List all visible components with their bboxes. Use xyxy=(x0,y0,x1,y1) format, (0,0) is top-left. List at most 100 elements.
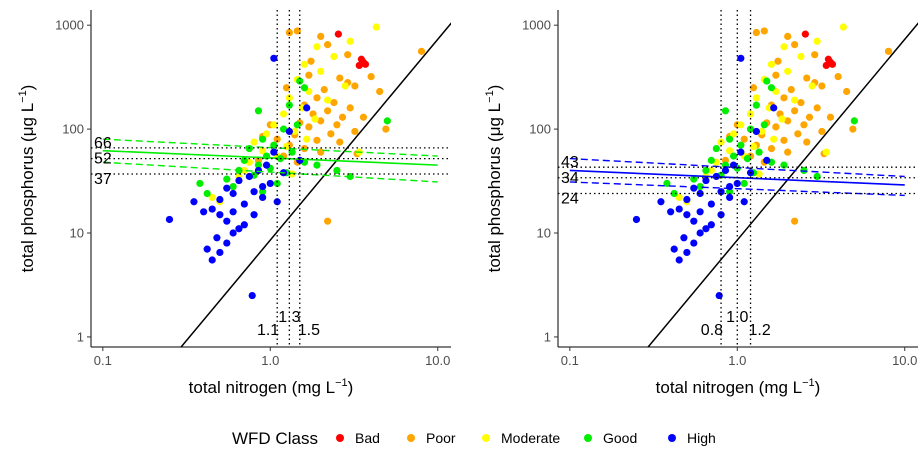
point-poor xyxy=(307,57,315,65)
point-moderate xyxy=(752,94,760,102)
point-high xyxy=(657,198,665,206)
point-poor xyxy=(327,130,335,138)
point-high xyxy=(235,225,243,233)
point-poor xyxy=(317,32,325,40)
x-axis-title-exponent: −1 xyxy=(335,377,348,389)
point-poor xyxy=(330,98,338,107)
point-poor xyxy=(800,121,808,129)
regression-ci-upper xyxy=(102,138,438,157)
point-high xyxy=(690,184,698,192)
point-high xyxy=(690,239,698,247)
legend-swatch-poor xyxy=(407,434,415,442)
point-high xyxy=(270,54,278,62)
point-poor xyxy=(780,136,788,144)
point-high xyxy=(285,127,293,136)
point-good xyxy=(223,175,231,183)
point-high xyxy=(190,198,198,206)
point-moderate xyxy=(291,127,299,136)
point-moderate xyxy=(240,166,248,175)
legend-swatch-good xyxy=(584,434,592,442)
point-poor xyxy=(805,113,814,121)
point-good xyxy=(196,179,204,188)
point-poor xyxy=(273,135,281,143)
point-poor xyxy=(791,41,799,49)
point-high xyxy=(752,127,760,136)
point-good xyxy=(333,166,341,175)
point-moderate xyxy=(262,130,271,138)
one-to-one-line xyxy=(647,22,918,347)
point-good xyxy=(780,161,788,169)
point-moderate xyxy=(303,135,311,143)
point-poor xyxy=(774,57,782,65)
point-poor xyxy=(367,73,375,81)
point-poor xyxy=(813,104,821,112)
point-poor xyxy=(843,87,851,96)
tp-threshold-label: 34 xyxy=(561,170,579,187)
point-moderate xyxy=(717,138,725,146)
legend-label-high: High xyxy=(687,430,716,446)
point-high xyxy=(707,200,715,208)
point-high xyxy=(266,179,274,188)
point-good xyxy=(760,121,768,129)
point-poor xyxy=(351,82,359,90)
y-tick-label: 1 xyxy=(77,329,84,344)
point-moderate xyxy=(270,121,278,129)
point-poor xyxy=(749,84,758,92)
point-high xyxy=(208,205,216,213)
point-poor xyxy=(351,127,359,136)
point-high xyxy=(675,205,683,213)
point-high xyxy=(632,215,641,224)
point-good xyxy=(707,156,715,164)
point-high xyxy=(223,217,231,225)
point-good xyxy=(690,175,698,183)
point-high xyxy=(259,193,267,202)
x-axis-title: total nitrogen (mg L−1) xyxy=(189,377,354,397)
point-high xyxy=(223,184,231,192)
point-poor xyxy=(324,41,332,49)
point-good xyxy=(296,77,304,85)
point-high xyxy=(667,208,675,216)
point-high xyxy=(259,182,267,191)
point-poor xyxy=(376,87,384,96)
tp-threshold-label: 52 xyxy=(94,151,112,168)
y-tick-label: 10 xyxy=(70,226,84,241)
point-poor xyxy=(313,94,321,102)
point-high xyxy=(216,195,224,204)
y-axis-title: total phosphorus (μg L−1) xyxy=(484,85,504,273)
regression-ci-lower xyxy=(102,161,438,183)
y-tick-label: 1000 xyxy=(55,18,84,33)
point-high xyxy=(726,193,734,202)
point-moderate xyxy=(770,135,778,143)
point-moderate xyxy=(707,166,715,175)
point-poor xyxy=(305,71,313,79)
point-high xyxy=(200,208,208,216)
point-high xyxy=(770,104,778,112)
point-poor xyxy=(760,27,768,35)
x-tick-label: 10.0 xyxy=(892,353,917,368)
point-moderate xyxy=(813,37,821,45)
point-good xyxy=(850,117,858,125)
point-moderate xyxy=(749,142,758,151)
plot-area xyxy=(91,10,451,347)
point-poor xyxy=(740,135,748,143)
point-poor xyxy=(338,113,347,121)
point-high xyxy=(702,225,710,233)
tp-threshold-label: 43 xyxy=(561,154,579,171)
point-high xyxy=(303,104,311,112)
legend-label-bad: Bad xyxy=(355,430,380,446)
point-moderate xyxy=(755,170,763,178)
point-poor xyxy=(772,123,780,131)
legend: WFD Class Bad Poor Moderate Good High xyxy=(232,429,716,448)
point-bad xyxy=(801,30,809,38)
point-poor xyxy=(382,125,390,133)
point-moderate xyxy=(729,130,738,138)
point-high xyxy=(165,215,174,224)
point-good xyxy=(670,189,678,198)
point-moderate xyxy=(282,142,291,151)
tn-threshold-label: 1.2 xyxy=(749,322,771,339)
point-high xyxy=(696,229,704,237)
point-high xyxy=(683,195,691,204)
tn-threshold-label: 1.5 xyxy=(298,322,320,339)
point-high xyxy=(670,245,678,253)
